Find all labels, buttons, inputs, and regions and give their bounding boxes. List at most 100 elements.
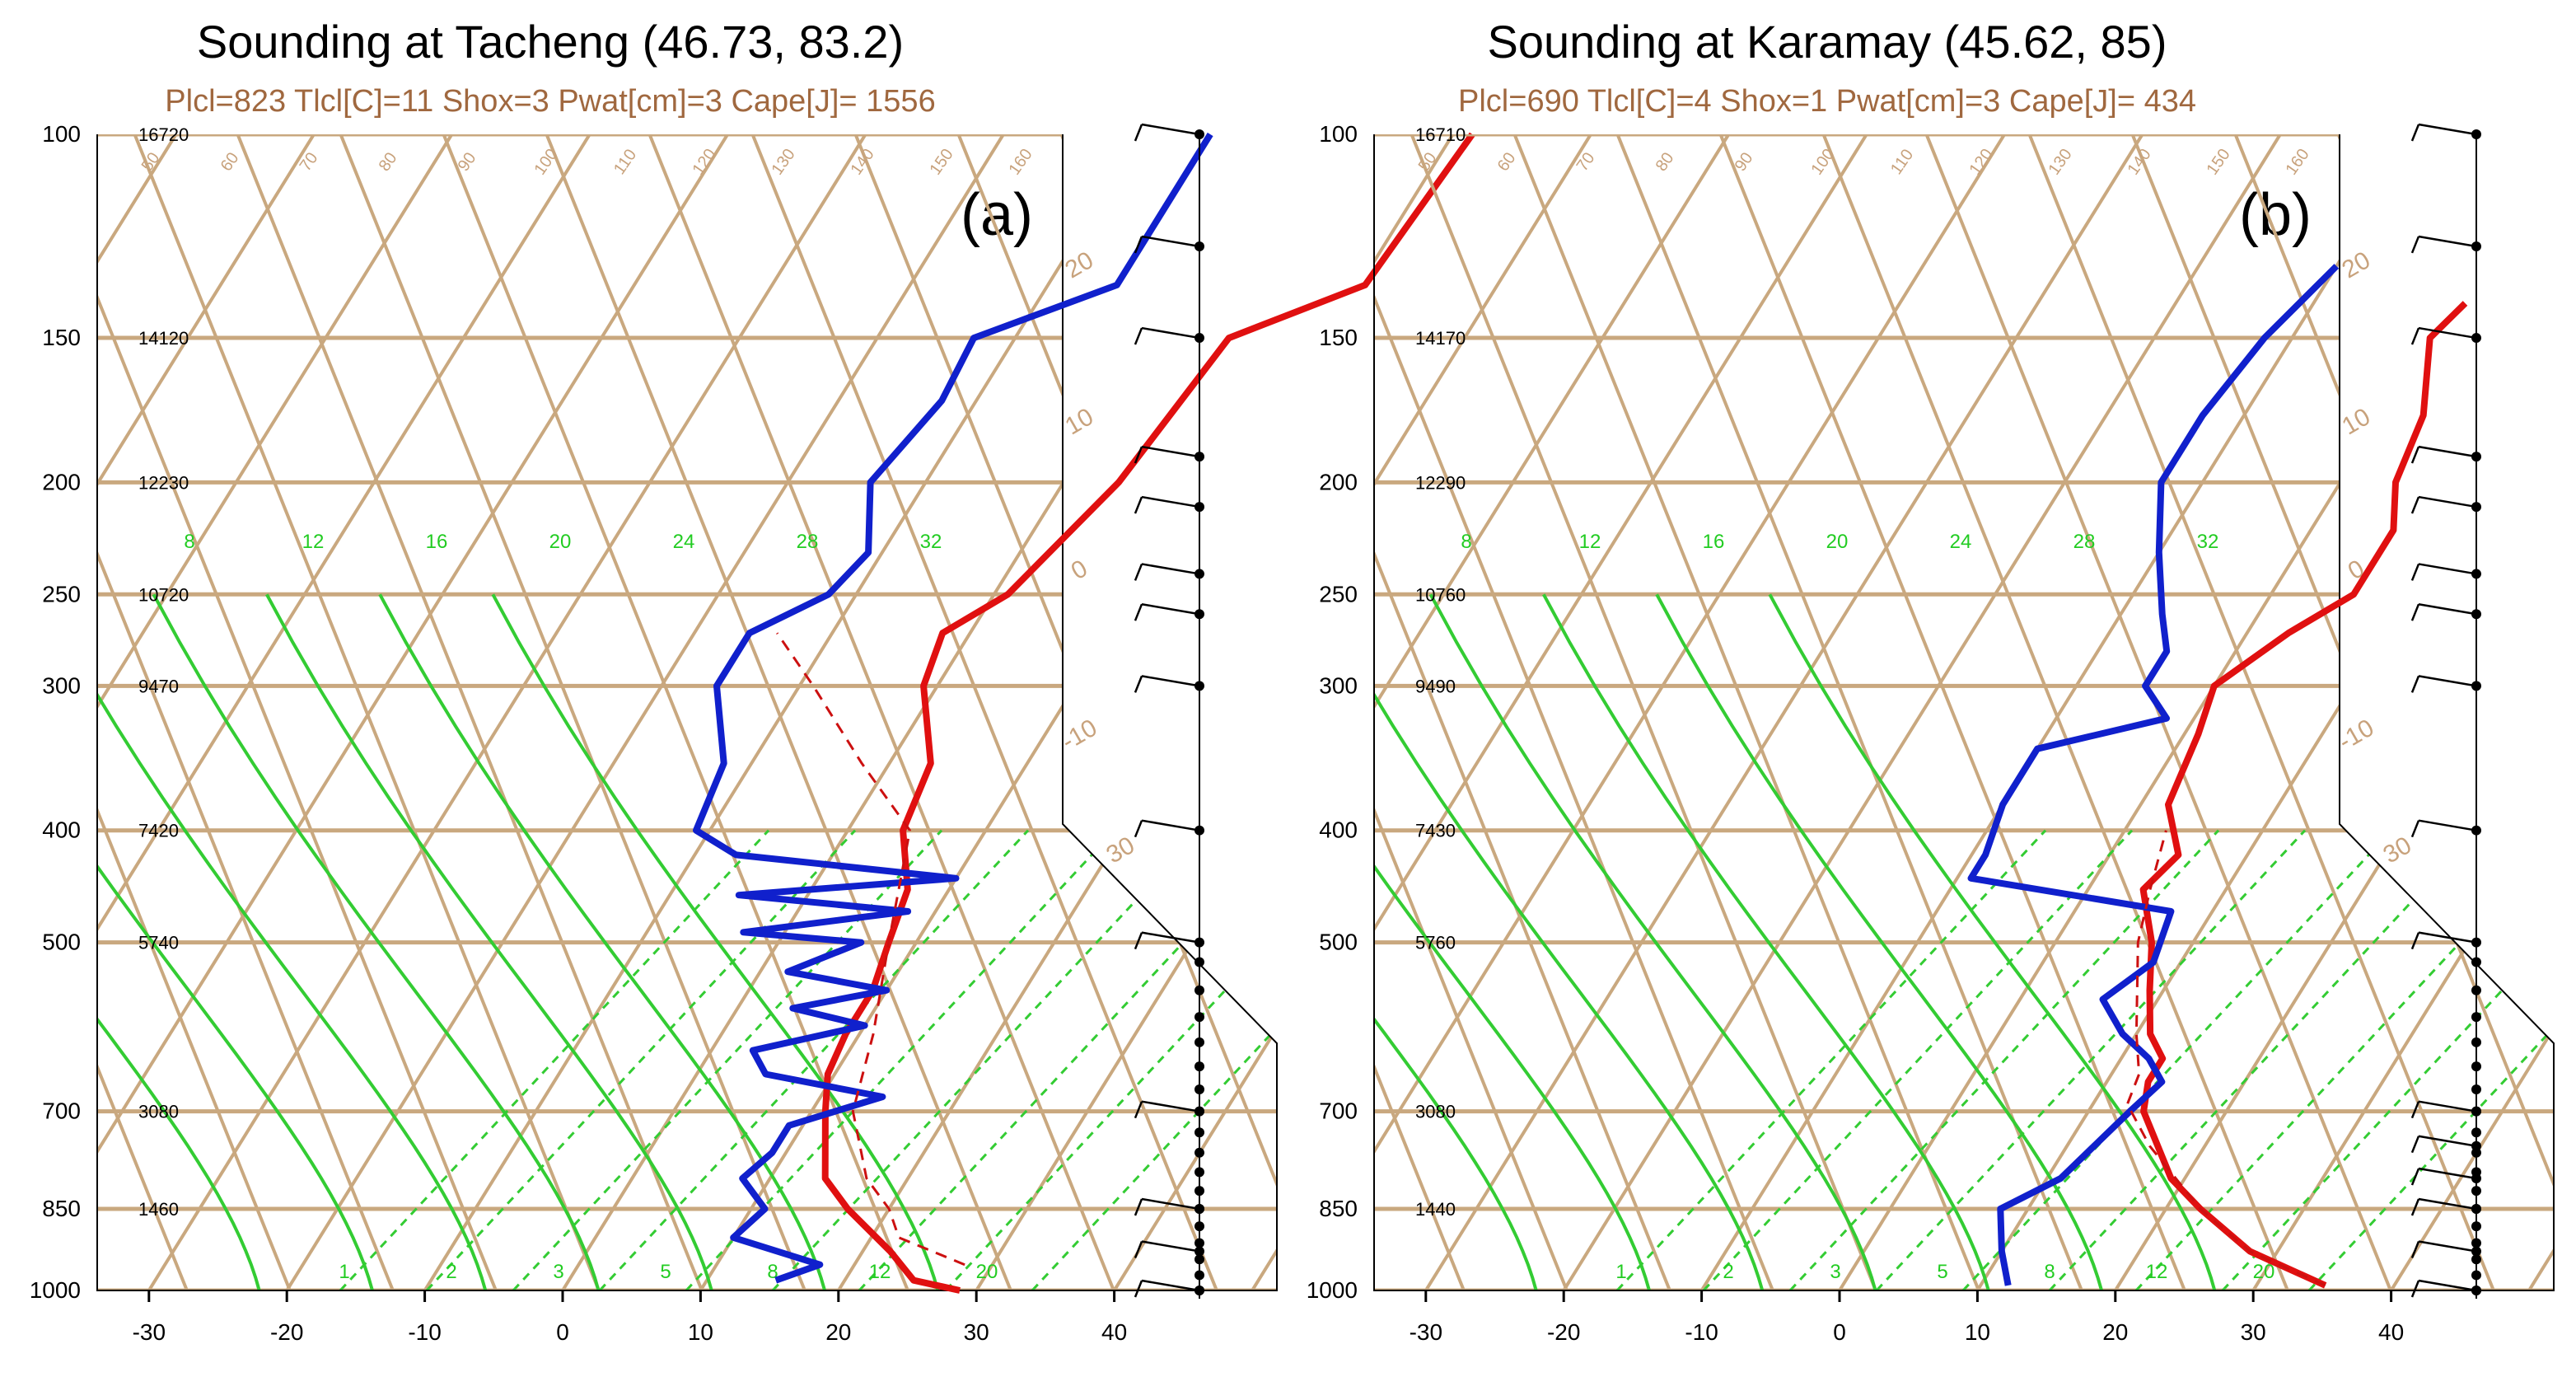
wind-barb	[2418, 1135, 2477, 1147]
wind-dot	[2471, 1012, 2481, 1023]
wind-barb	[1141, 495, 1200, 508]
mixing-ratio-line	[425, 829, 857, 1290]
mixing-ratio-line	[339, 829, 770, 1290]
dry-adiabat-label: 100	[531, 146, 562, 179]
isotherm-label: -10	[2334, 714, 2378, 756]
dry-adiabat-label: 100	[1808, 146, 1839, 179]
isotherm-label: 0	[1067, 555, 1092, 585]
moist-adiabat	[97, 593, 261, 1290]
isotherm	[2374, 134, 2554, 1290]
wind-barb	[2418, 445, 2477, 458]
dry-adiabat	[1374, 134, 1685, 1290]
isotherm	[1097, 134, 1277, 1290]
wind-barb	[1141, 326, 1200, 340]
wind-dot	[2471, 1238, 2481, 1248]
moist-adiabat-label: 16	[1703, 531, 1725, 553]
moist-adiabat-label: 8	[184, 531, 194, 553]
pressure-tick-label: 850	[1319, 1196, 1358, 1221]
mixing-ratio-label: 5	[1937, 1261, 1947, 1283]
parcel-profile	[776, 632, 965, 1267]
height-label: 1440	[1415, 1199, 1456, 1220]
height-label: 16710	[1415, 124, 1466, 145]
dry-adiabat	[1723, 134, 2303, 1290]
moist-adiabat-label: 16	[426, 531, 448, 553]
isotherm	[97, 134, 624, 1290]
isotherm	[1374, 134, 1625, 1290]
dewpoint-profile	[1967, 264, 2340, 1286]
pressure-tick-label: 100	[42, 121, 81, 147]
pressure-tick-label: 700	[42, 1098, 81, 1124]
dry-adiabat	[97, 134, 614, 1290]
moist-adiabat-label: 32	[920, 531, 942, 553]
moist-adiabat-label: 24	[1950, 531, 1972, 553]
mixing-ratio-line	[1615, 829, 2047, 1290]
mixing-ratio-line	[2307, 829, 2554, 1290]
x-tick-label: -30	[133, 1319, 166, 1345]
wind-barb	[1141, 602, 1200, 616]
x-tick-label: -10	[408, 1319, 441, 1345]
wind-barb-flag	[2410, 1198, 2420, 1216]
dry-adiabat	[97, 134, 99, 1290]
moist-adiabat	[97, 593, 488, 1290]
dry-adiabat	[1374, 134, 1788, 1290]
dry-adiabat	[97, 134, 305, 1290]
isotherm	[132, 134, 900, 1290]
dry-adiabat-label: 70	[1573, 149, 1599, 175]
pressure-tick-label: 200	[1319, 469, 1358, 494]
mixing-ratio-label: 12	[869, 1261, 891, 1283]
wind-dot	[1194, 957, 1204, 967]
moist-adiabat	[491, 593, 940, 1290]
pressure-tick-label: 300	[42, 672, 81, 698]
wind-barb	[2418, 1100, 2477, 1112]
dry-adiabat-label: 120	[1966, 146, 1997, 179]
pressure-tick-label: 150	[42, 325, 81, 350]
wind-barb	[1141, 1100, 1200, 1112]
height-label: 3080	[1415, 1102, 1456, 1122]
wind-barb-flag	[1134, 496, 1143, 514]
x-tick-label: 0	[556, 1319, 569, 1345]
wind-barb-flag	[1134, 1280, 1143, 1298]
panel-letter: (a)	[961, 182, 1033, 248]
isotherm-label: 20	[2338, 246, 2375, 283]
mixing-ratio-label: 2	[1723, 1261, 1733, 1283]
wind-barb-flag	[2410, 327, 2420, 345]
pressure-tick-label: 300	[1319, 672, 1358, 698]
height-label: 9490	[1415, 676, 1456, 696]
x-tick-label: -20	[1547, 1319, 1580, 1345]
wind-barb-flag	[2410, 236, 2420, 254]
x-tick-label: 20	[825, 1319, 851, 1345]
mixing-ratio-line	[2221, 829, 2554, 1290]
wind-barb	[2418, 1167, 2477, 1180]
wind-barb	[1141, 675, 1200, 687]
wind-barb-flag	[1134, 446, 1143, 464]
isotherm-label: 10	[1061, 403, 1098, 440]
mixing-ratio-line	[771, 829, 1203, 1290]
wind-barb	[2418, 563, 2477, 575]
wind-barb	[2418, 1279, 2477, 1292]
isotherm	[270, 134, 1038, 1290]
moist-adiabat-label: 12	[1579, 531, 1601, 553]
mixing-ratio-label: 1	[1615, 1261, 1626, 1283]
dry-adiabat	[446, 134, 1026, 1290]
wind-barb-flag	[1134, 932, 1143, 950]
height-label: 14170	[1415, 328, 1466, 349]
moist-adiabat-label: 20	[549, 531, 572, 553]
wind-barb	[2418, 1197, 2477, 1211]
wind-barb-flag	[1134, 124, 1143, 142]
moist-adiabat	[1374, 593, 1765, 1290]
pressure-tick-label: 250	[1319, 581, 1358, 607]
mixing-ratio-line	[858, 829, 1277, 1290]
wind-barb	[2418, 495, 2477, 508]
wind-dot	[1194, 1254, 1204, 1265]
skewt-panel-a: Sounding at Tacheng (46.73, 83.2) Plcl=8…	[30, 16, 1475, 1345]
isotherm	[307, 82, 1072, 1315]
wind-barb-flag	[2410, 496, 2420, 514]
isotherm	[1374, 134, 1488, 1290]
dry-adiabat-label: 110	[610, 146, 640, 178]
height-label: 14120	[138, 328, 189, 349]
wind-barb-flag	[2410, 124, 2420, 142]
wind-barb	[2418, 123, 2477, 136]
temperature-profile	[2139, 301, 2468, 1289]
x-tick-label: 0	[1833, 1319, 1846, 1345]
wind-barb	[1141, 1240, 1200, 1253]
